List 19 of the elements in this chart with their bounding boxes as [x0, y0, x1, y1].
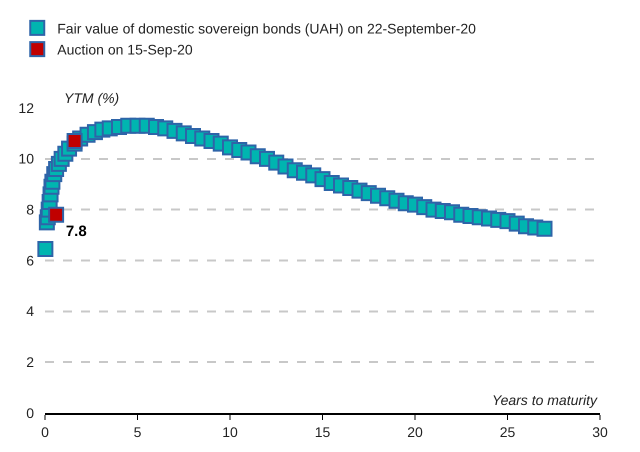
x-axis-title: Years to maturity: [492, 392, 598, 408]
y-tick-label: 12: [18, 100, 34, 116]
y-tick-label: 10: [18, 150, 34, 167]
x-tick-label: 0: [41, 424, 50, 440]
x-tick-label: 20: [407, 424, 423, 440]
x-tick-label: 15: [314, 424, 330, 440]
legend-label: Auction on 15-Sep-20: [57, 42, 193, 58]
x-tick-label: 25: [500, 424, 516, 440]
y-tick-label: 6: [26, 252, 34, 268]
y-tick-label: 0: [26, 404, 34, 421]
y-axis-title: YTM (%): [64, 90, 120, 106]
x-tick-label: 30: [592, 424, 608, 440]
data-label: 7.8: [66, 222, 87, 240]
x-tick-label: 10: [222, 424, 238, 440]
y-tick-label: 8: [26, 202, 34, 218]
x-tick-label: 5: [134, 424, 142, 440]
y-tick-label: 2: [26, 354, 34, 370]
y-tick-label: 4: [26, 303, 34, 320]
legend-label: Fair value of domestic sovereign bonds (UAH) on 22-September-20: [57, 20, 476, 36]
